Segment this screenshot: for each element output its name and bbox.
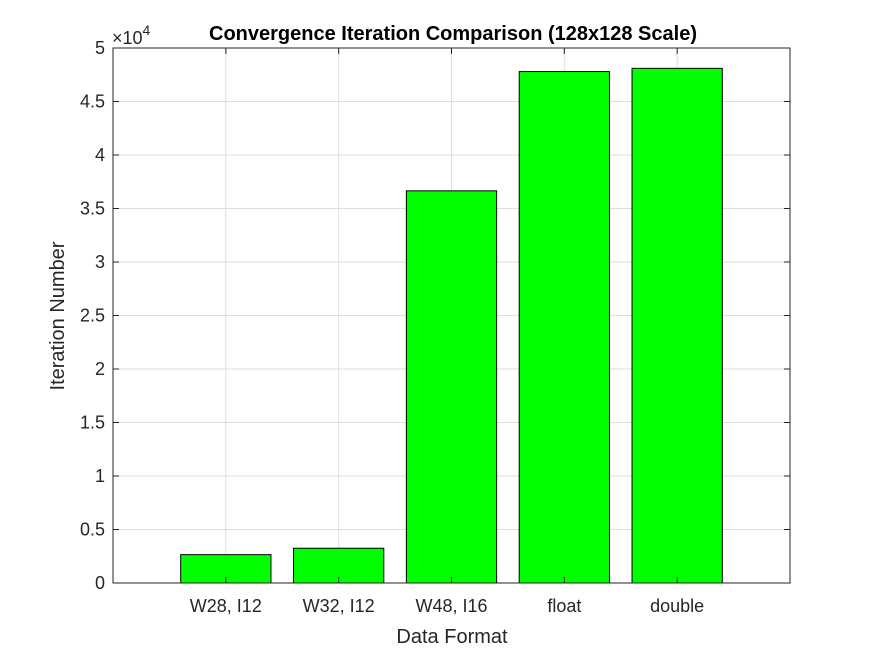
y-tick-label: 0 (95, 573, 105, 593)
y-tick-label: 4.5 (80, 92, 105, 112)
bar (405, 190, 498, 584)
x-tick-label: W28, I12 (190, 596, 262, 616)
y-tick-label: 3.5 (80, 199, 105, 219)
y-tick-label: 5 (95, 38, 105, 58)
y-axis-exponent: ×104 (112, 22, 151, 48)
y-axis-label: Iteration Number (47, 241, 69, 390)
y-tick-label: 4 (95, 145, 105, 165)
bar (518, 71, 610, 584)
tick-marks (113, 47, 790, 584)
y-tick-label: 0.5 (80, 520, 105, 540)
x-tick-label: double (650, 596, 704, 616)
x-tick-label: float (547, 596, 581, 616)
y-tick-label: 3 (95, 252, 105, 272)
chart-title: Convergence Iteration Comparison (128x12… (209, 23, 697, 45)
y-tick-labels: 0 0.5 1 1.5 2 2.5 3 3.5 4 4.5 5 (80, 38, 105, 593)
bar (631, 67, 723, 584)
y-tick-label: 1.5 (80, 413, 105, 433)
y-tick-label: 2.5 (80, 306, 105, 326)
x-axis-label: Data Format (396, 626, 508, 648)
x-tick-labels: W28, I12 W32, I12 W48, I16 float double (190, 596, 704, 616)
bars (180, 67, 723, 584)
y-tick-label: 1 (95, 466, 105, 486)
x-tick-label: W48, I16 (415, 596, 487, 616)
y-tick-label: 2 (95, 359, 105, 379)
x-tick-label: W32, I12 (303, 596, 375, 616)
